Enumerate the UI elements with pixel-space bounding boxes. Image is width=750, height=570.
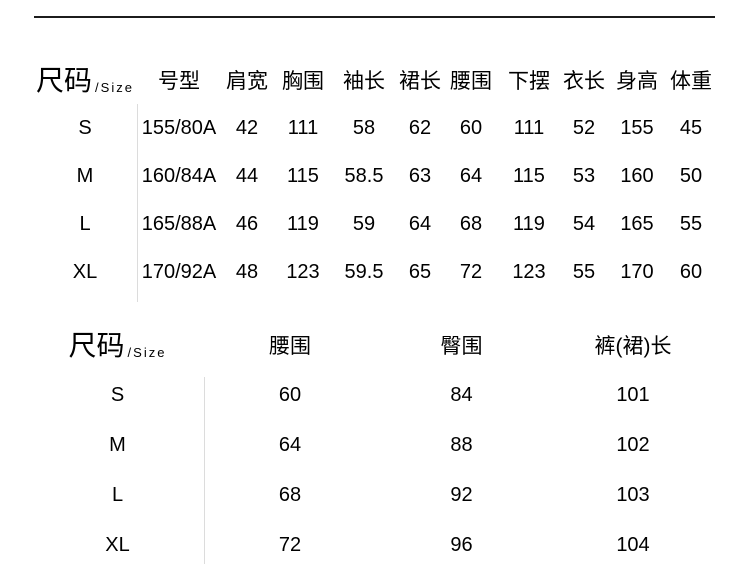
cell-skirt-length: 62 [408,117,432,139]
cell-pants-skirt-length: 102 [616,434,650,456]
cell-sleeve: 59.5 [344,261,384,283]
table-row-m: M 64 88 102 [30,420,718,470]
cell-waist: 64 [278,434,302,456]
cell-height: 160 [620,165,654,187]
column-header-waist: 腰围 [269,334,311,358]
column-header-model: 号型 [158,69,200,93]
cell-skirt-length: 63 [408,165,432,187]
cell-skirt-length: 64 [408,213,432,235]
bottoms-table-header-row: 尺码 /Size 腰围 臀围 裤(裙)长 [30,322,718,370]
table-row-s: S 155/80A 42 111 58 62 60 111 52 155 45 [30,104,718,152]
cell-bust: 111 [287,117,319,139]
table-row-s: S 60 84 101 [30,370,718,420]
cell-pants-skirt-length: 101 [616,384,650,406]
cell-sleeve: 58.5 [344,165,384,187]
cell-model: 160/84A [141,165,217,187]
size-label: L [79,213,91,235]
cell-hip: 88 [450,434,473,456]
size-label: L [111,484,124,506]
column-header-sleeve: 袖长 [343,69,385,93]
cell-height: 155 [620,117,654,139]
cell-bust: 119 [287,213,319,235]
column-header-pants-skirt-length: 裤(裙)长 [594,334,672,358]
column-header-hip: 臀围 [440,334,483,358]
column-header-weight: 体重 [670,69,712,93]
garment-table-header-row: 尺码 /Size 号型 肩宽 胸围 袖长 裙长 腰围 下摆 衣长 身高 体重 [30,58,718,104]
size-header-label: 尺码 /Size [30,332,205,360]
table-row-m: M 160/84A 44 115 58.5 63 64 115 53 160 5… [30,152,718,200]
cell-bust: 123 [286,261,320,283]
cell-garment-length: 53 [572,165,596,187]
size-header-label: 尺码 /Size [30,67,140,95]
table-row-l: L 165/88A 46 119 59 64 68 119 54 165 55 [30,200,718,248]
table-row-xl: XL 72 96 104 [30,520,718,570]
size-header-subtitle: /Size [127,345,167,360]
cell-waist: 68 [459,213,483,235]
size-label: S [110,384,125,406]
size-label: S [78,117,92,139]
cell-weight: 60 [679,261,703,283]
cell-hip: 92 [450,484,473,506]
cell-garment-length: 54 [572,213,596,235]
bottoms-table-column-divider [204,377,205,564]
cell-pants-skirt-length: 103 [616,484,650,506]
cell-waist: 72 [459,261,483,283]
cell-hem: 119 [513,213,545,235]
cell-waist: 68 [278,484,302,506]
column-header-shoulder: 肩宽 [226,69,268,93]
cell-shoulder: 46 [235,213,259,235]
cell-hip: 96 [450,534,473,556]
cell-skirt-length: 65 [408,261,432,283]
column-header-skirt-length: 裙长 [399,69,441,93]
cell-shoulder: 44 [235,165,259,187]
cell-waist: 60 [459,117,483,139]
column-header-hem: 下摆 [508,69,550,93]
bottoms-size-table: 尺码 /Size 腰围 臀围 裤(裙)长 S 60 84 101 M 64 88… [30,322,718,570]
cell-height: 170 [620,261,654,283]
cell-hip: 84 [450,384,473,406]
size-header-subtitle: /Size [95,80,134,95]
cell-weight: 50 [679,165,703,187]
size-label: M [76,165,94,187]
cell-waist: 72 [278,534,302,556]
cell-hem: 123 [512,261,546,283]
size-header-title: 尺码 [68,330,125,361]
column-header-height: 身高 [616,69,658,93]
column-header-waist: 腰围 [450,69,492,93]
garment-table-column-divider [137,104,138,302]
cell-shoulder: 48 [235,261,259,283]
cell-model: 155/80A [141,117,217,139]
cell-height: 165 [620,213,654,235]
column-header-garment-length: 衣长 [563,69,605,93]
cell-garment-length: 55 [572,261,596,283]
cell-model: 165/88A [141,213,217,235]
cell-shoulder: 42 [235,117,259,139]
cell-waist: 60 [278,384,302,406]
table-row-l: L 68 92 103 [30,470,718,520]
cell-bust: 115 [287,165,319,187]
cell-sleeve: 58 [352,117,376,139]
cell-waist: 64 [459,165,483,187]
column-header-bust: 胸围 [282,69,324,93]
table-row-xl: XL 170/92A 48 123 59.5 65 72 123 55 170 … [30,248,718,296]
cell-weight: 55 [679,213,703,235]
size-label: M [109,434,126,456]
cell-hem: 115 [513,165,545,187]
size-header-title: 尺码 [36,65,93,96]
cell-garment-length: 52 [572,117,596,139]
cell-pants-skirt-length: 104 [616,534,650,556]
size-label: XL [72,261,98,283]
cell-model: 170/92A [141,261,217,283]
cell-hem: 111 [513,117,545,139]
cell-weight: 45 [679,117,703,139]
size-label: XL [105,534,130,556]
cell-sleeve: 59 [352,213,376,235]
top-divider-line [34,16,715,18]
garment-size-table: 尺码 /Size 号型 肩宽 胸围 袖长 裙长 腰围 下摆 衣长 身高 体重 S… [30,58,718,296]
